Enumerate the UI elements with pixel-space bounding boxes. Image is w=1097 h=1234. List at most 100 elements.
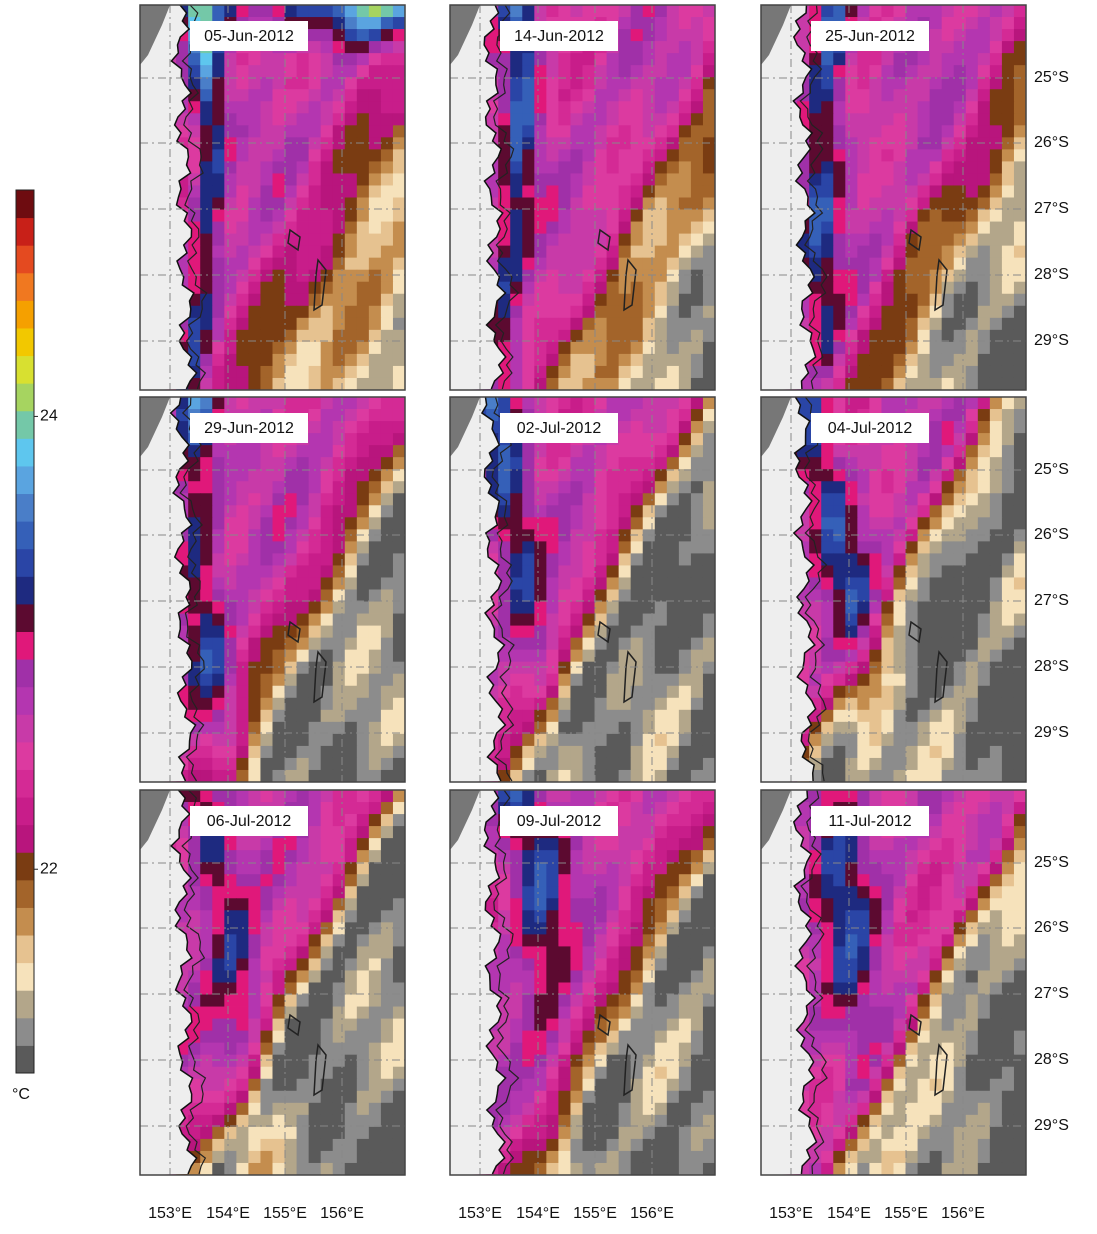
sst-cell <box>691 686 703 698</box>
sst-cell <box>522 222 534 234</box>
sst-cell <box>345 541 357 553</box>
sst-cell <box>333 746 345 758</box>
sst-cell <box>309 553 321 565</box>
sst-cell <box>679 125 691 137</box>
sst-cell <box>248 1103 260 1115</box>
sst-cell <box>809 234 821 246</box>
sst-cell <box>631 53 643 65</box>
sst-cell <box>607 698 619 710</box>
sst-cell <box>260 270 272 282</box>
sst-cell <box>333 958 345 970</box>
sst-cell <box>212 161 224 173</box>
sst-cell <box>236 698 248 710</box>
sst-cell <box>869 710 881 722</box>
sst-cell <box>345 198 357 210</box>
sst-cell <box>224 517 236 529</box>
sst-cell <box>558 173 570 185</box>
sst-cell <box>345 790 357 802</box>
sst-cell <box>845 101 857 113</box>
sst-cell <box>978 445 990 457</box>
sst-cell <box>583 710 595 722</box>
sst-cell <box>345 758 357 770</box>
sst-cell <box>236 995 248 1007</box>
sst-cell <box>188 838 200 850</box>
sst-cell <box>691 541 703 553</box>
sst-cell <box>978 125 990 137</box>
sst-cell <box>321 995 333 1007</box>
colorbar-swatch <box>16 742 34 770</box>
sst-cell <box>333 1103 345 1115</box>
sst-cell <box>333 421 345 433</box>
sst-cell <box>643 481 655 493</box>
sst-cell <box>369 1007 381 1019</box>
sst-cell <box>966 173 978 185</box>
sst-cell <box>954 185 966 197</box>
sst-cell <box>369 1043 381 1055</box>
sst-cell <box>583 89 595 101</box>
sst-cell <box>570 457 582 469</box>
sst-cell <box>930 650 942 662</box>
sst-cell <box>369 137 381 149</box>
sst-cell <box>930 149 942 161</box>
sst-cell <box>321 814 333 826</box>
sst-cell <box>333 366 345 378</box>
sst-cell <box>619 409 631 421</box>
sst-cell <box>357 674 369 686</box>
sst-cell <box>679 5 691 17</box>
sst-cell <box>679 222 691 234</box>
sst-cell <box>393 686 405 698</box>
sst-cell <box>990 65 1002 77</box>
sst-cell <box>667 41 679 53</box>
sst-cell <box>285 722 297 734</box>
sst-cell <box>248 946 260 958</box>
sst-cell <box>631 758 643 770</box>
sst-cell <box>954 306 966 318</box>
sst-cell <box>667 481 679 493</box>
sst-cell <box>369 922 381 934</box>
sst-cell <box>381 910 393 922</box>
sst-cell <box>357 318 369 330</box>
sst-cell <box>510 258 522 270</box>
sst-cell <box>845 161 857 173</box>
sst-cell <box>833 686 845 698</box>
sst-cell <box>703 342 715 354</box>
sst-cell <box>833 650 845 662</box>
sst-cell <box>691 650 703 662</box>
sst-cell <box>224 65 236 77</box>
sst-cell <box>1014 577 1026 589</box>
sst-cell <box>595 710 607 722</box>
sst-cell <box>224 1031 236 1043</box>
sst-cell <box>522 565 534 577</box>
sst-cell <box>821 517 833 529</box>
sst-cell <box>522 366 534 378</box>
sst-cell <box>534 397 546 409</box>
sst-cell <box>357 565 369 577</box>
sst-cell <box>381 662 393 674</box>
sst-cell <box>930 602 942 614</box>
sst-cell <box>357 17 369 29</box>
sst-cell <box>285 983 297 995</box>
sst-cell <box>357 746 369 758</box>
sst-cell <box>906 746 918 758</box>
sst-cell <box>236 1055 248 1067</box>
sst-cell <box>1014 710 1026 722</box>
sst-cell <box>570 222 582 234</box>
sst-cell <box>978 294 990 306</box>
sst-cell <box>321 173 333 185</box>
sst-cell <box>570 378 582 390</box>
sst-cell <box>691 149 703 161</box>
sst-cell <box>558 469 570 481</box>
sst-cell <box>369 722 381 734</box>
sst-cell <box>631 650 643 662</box>
sst-cell <box>248 710 260 722</box>
sst-cell <box>558 185 570 197</box>
sst-cell <box>357 626 369 638</box>
sst-cell <box>534 137 546 149</box>
sst-cell <box>248 185 260 197</box>
sst-cell <box>236 541 248 553</box>
sst-cell <box>643 758 655 770</box>
sst-cell <box>595 565 607 577</box>
sst-cell <box>607 397 619 409</box>
sst-cell <box>534 590 546 602</box>
sst-cell <box>918 222 930 234</box>
